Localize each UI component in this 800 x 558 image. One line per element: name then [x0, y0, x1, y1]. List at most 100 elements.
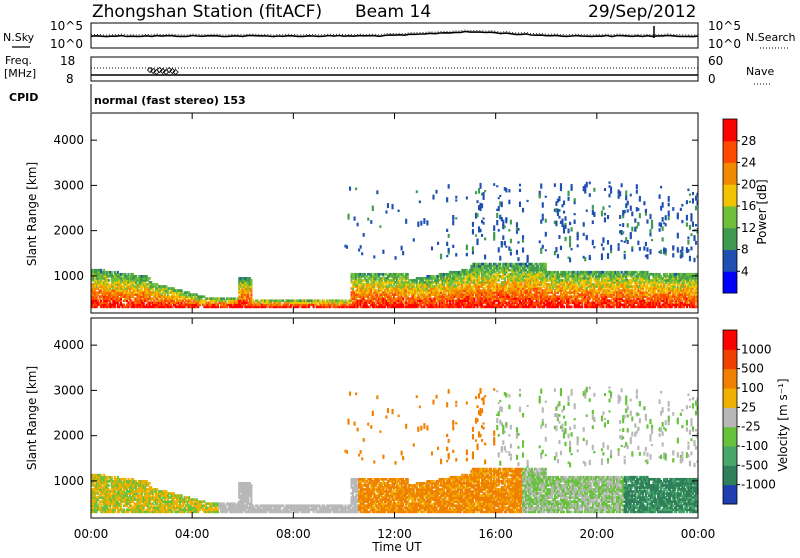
power-cell	[607, 215, 609, 219]
power-cell	[373, 255, 375, 258]
power-cell	[636, 184, 638, 189]
power-cell	[499, 195, 501, 197]
power-cell	[631, 211, 633, 216]
power-cell	[610, 245, 612, 251]
power-cell	[466, 196, 468, 199]
power-cell	[545, 196, 547, 198]
power-cell	[574, 220, 576, 224]
power-cell	[574, 213, 576, 215]
power-cell	[446, 197, 448, 202]
power-cell	[624, 210, 626, 214]
power-cell	[349, 187, 351, 191]
power-cell	[519, 184, 521, 187]
power-cell	[637, 241, 639, 245]
power-cell	[558, 216, 560, 219]
power-cell	[431, 246, 433, 250]
power-cell	[346, 245, 348, 248]
power-cell	[446, 255, 448, 257]
power-cell	[498, 229, 500, 232]
power-cell	[423, 218, 425, 224]
power-cell	[564, 216, 566, 221]
power-cell	[593, 246, 595, 248]
nave-tick-high: 60	[708, 54, 723, 68]
power-cell	[634, 218, 636, 222]
beam-label: Beam 14	[355, 2, 431, 22]
power-cell	[608, 194, 610, 198]
power-cell	[499, 263, 501, 266]
power-cell	[631, 246, 633, 248]
power-cell	[592, 240, 594, 245]
freq-panel	[91, 57, 698, 81]
power-cell	[608, 205, 610, 207]
noise-tick-right-low: 10^0	[708, 37, 741, 51]
power-cell	[358, 249, 360, 252]
power-cell	[601, 256, 603, 260]
nave-tick-low: 0	[708, 72, 716, 86]
power-cell	[607, 240, 609, 245]
power-cell	[545, 232, 547, 237]
power-cell	[555, 221, 557, 227]
power-cell	[519, 189, 521, 191]
power-cell	[542, 245, 544, 249]
power-cell	[601, 253, 603, 256]
power-cell	[432, 195, 434, 200]
power-cell	[476, 213, 478, 217]
power-cell	[466, 245, 468, 251]
power-cell	[510, 252, 512, 256]
power-cell	[407, 273, 409, 276]
power-cell	[484, 190, 486, 192]
power-cell	[627, 223, 629, 227]
power-cell	[367, 218, 369, 221]
power-cell	[448, 234, 450, 238]
power-cell	[517, 228, 519, 231]
power-cell	[416, 190, 418, 193]
power-cell	[481, 203, 483, 208]
power-cell	[542, 202, 544, 207]
nsky-label: N.Sky	[3, 31, 35, 44]
power-cell	[602, 237, 604, 240]
power-cell	[446, 229, 448, 232]
power-cell	[583, 233, 585, 236]
nsearch-label: N.Search	[746, 31, 796, 44]
power-cell	[420, 221, 422, 226]
power-cell	[391, 204, 393, 209]
power-cell	[601, 243, 603, 246]
power-cell	[545, 263, 547, 266]
power-cell	[567, 197, 569, 201]
noise-sky-trace	[91, 32, 698, 37]
power-cell	[539, 194, 541, 198]
power-cell	[354, 217, 356, 221]
power-cell	[481, 234, 483, 237]
power-cell	[508, 189, 510, 192]
power-cell	[610, 191, 612, 193]
power-cell	[555, 247, 557, 252]
power-cell	[484, 238, 486, 241]
power-cell	[448, 184, 450, 188]
power-cell	[608, 181, 610, 183]
power-cell	[539, 240, 541, 243]
power-cell	[519, 202, 521, 207]
power-cell	[111, 271, 113, 274]
power-cell	[505, 217, 507, 221]
power-cell	[476, 200, 478, 203]
power-cell	[624, 251, 626, 253]
power-cell	[483, 192, 485, 198]
power-cell	[413, 238, 415, 241]
power-cell	[357, 223, 359, 227]
power-cell	[586, 182, 588, 188]
power-cell	[419, 201, 421, 204]
power-cell	[645, 209, 647, 213]
power-cell	[571, 306, 573, 309]
power-cell	[446, 242, 448, 246]
power-cell	[476, 239, 478, 244]
power-cell	[440, 254, 442, 260]
power-cell	[417, 222, 419, 227]
nave-label: Nave	[746, 65, 774, 78]
power-cell	[622, 223, 624, 227]
power-cell	[496, 220, 498, 225]
power-cell	[586, 210, 588, 212]
power-cell	[649, 233, 651, 236]
power-cell	[571, 248, 573, 250]
power-cell	[455, 199, 457, 201]
power-cell	[510, 239, 512, 244]
